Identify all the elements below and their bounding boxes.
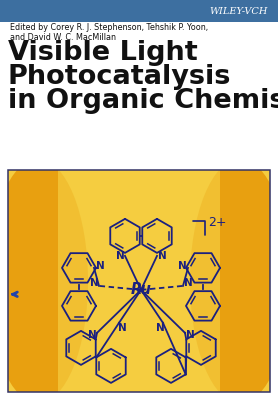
Text: N: N — [116, 251, 124, 261]
Ellipse shape — [0, 159, 88, 400]
Text: N: N — [118, 323, 126, 333]
Bar — [8, 170, 270, 392]
Text: and David W. C. MacMillan: and David W. C. MacMillan — [10, 32, 116, 42]
Text: Photocatalysis: Photocatalysis — [8, 64, 231, 90]
Text: in Organic Chemistry: in Organic Chemistry — [8, 88, 278, 114]
Text: WILEY-VCH: WILEY-VCH — [210, 6, 268, 16]
Text: Visible Light: Visible Light — [8, 40, 198, 66]
Text: N: N — [156, 323, 164, 333]
Text: N: N — [184, 278, 192, 288]
Text: Edited by Corey R. J. Stephenson, Tehshik P. Yoon,: Edited by Corey R. J. Stephenson, Tehshi… — [10, 24, 208, 32]
Text: N: N — [158, 251, 166, 261]
Bar — [58, 170, 220, 392]
Ellipse shape — [190, 159, 278, 400]
Bar — [8, 170, 270, 392]
Text: N: N — [186, 330, 194, 340]
Text: N: N — [96, 261, 104, 271]
Text: N: N — [90, 278, 98, 288]
Text: N: N — [88, 330, 96, 340]
Text: 2+: 2+ — [208, 216, 227, 229]
Text: N: N — [178, 261, 186, 271]
Text: Ru: Ru — [131, 282, 152, 297]
Bar — [0, 0, 278, 22]
